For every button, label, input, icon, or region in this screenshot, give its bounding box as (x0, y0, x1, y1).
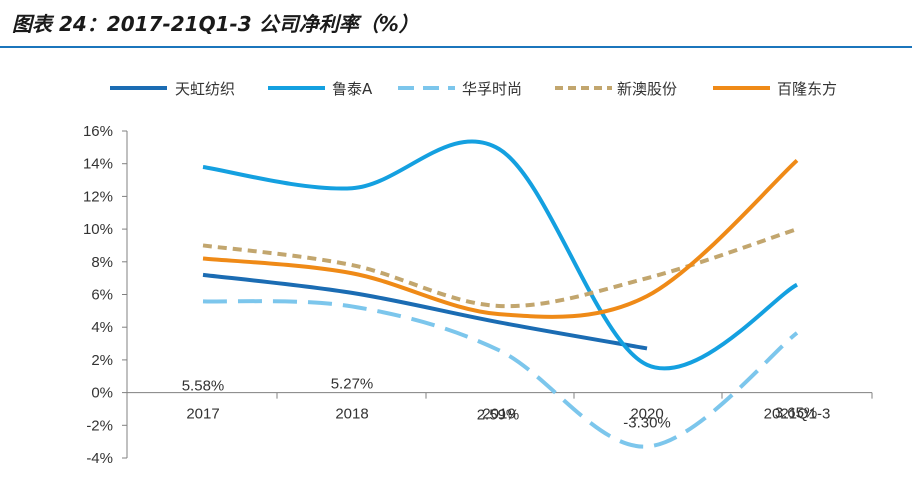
legend-label-2: 鲁泰A (332, 80, 373, 98)
legend-label-3: 华孚时尚 (462, 80, 522, 98)
y-tick-label: 6% (91, 287, 113, 304)
x-tick-label: 2019 (482, 406, 515, 423)
legend-label-4: 新澳股份 (617, 80, 677, 98)
y-tick-label: 16% (83, 123, 113, 140)
series-lines (202, 139, 799, 449)
legend-label-1: 天虹纺织 (175, 80, 235, 98)
chart-title: 图表 24：2017-21Q1-3 公司净利率（%） (12, 12, 419, 36)
y-tick-label: 8% (91, 254, 113, 271)
x-tick-label: 2021Q1-3 (764, 406, 831, 423)
series-line-1 (202, 272, 648, 351)
series-line-5 (202, 158, 799, 319)
y-tick-label: 14% (83, 156, 113, 173)
data-label: 3.65% (775, 405, 818, 422)
series-line-4 (202, 227, 798, 309)
data-label: 2.59% (477, 407, 520, 424)
data-label: 5.27% (331, 376, 374, 393)
data-label: 5.58% (182, 378, 225, 395)
y-tick-label: 12% (83, 188, 113, 205)
x-tick-label: 2017 (186, 406, 219, 423)
series-line-3 (202, 299, 799, 449)
title-divider (0, 46, 912, 48)
x-tick-label: 2020 (630, 406, 663, 423)
legend-label-5: 百隆东方 (777, 80, 837, 98)
axes: -4% -2% 0% 2% 4% 6% 8% 10% 12% 14% 16% 2017 2018 2019… (83, 123, 873, 467)
y-tick-label: 10% (83, 221, 113, 238)
data-label: -3.30% (623, 415, 671, 432)
y-tick-label: -4% (86, 450, 113, 467)
y-tick-label: 0% (91, 385, 113, 402)
x-tick-label: 2018 (335, 406, 368, 423)
data-labels: 5.58% 5.27% 2.59% -3.30% 3.65% (182, 376, 818, 432)
legend: 天虹纺织 鲁泰A 华孚时尚 新澳股份 百隆东方 (110, 80, 837, 98)
series-line-2 (202, 139, 799, 371)
y-tick-label: 2% (91, 352, 113, 369)
y-tick-label: -2% (86, 417, 113, 434)
y-tick-label: 4% (91, 319, 113, 336)
